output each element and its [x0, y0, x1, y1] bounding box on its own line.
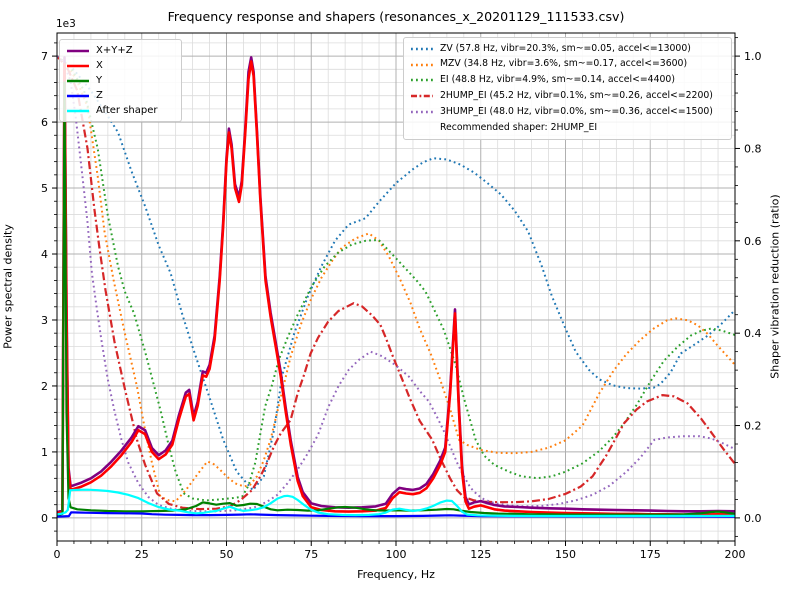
tick-label: 3 [41, 314, 48, 327]
legend-swatch [410, 75, 440, 85]
tick-label: 7 [41, 50, 48, 63]
series-after-shaper [57, 488, 735, 518]
legend-swatch [66, 46, 96, 56]
legend-item: After shaper [66, 103, 174, 118]
tick-label: 5 [41, 182, 48, 195]
legend-swatch-solid-line-icon [67, 109, 89, 112]
legend-swatch-dotted-line-icon [411, 79, 433, 82]
legend-footer-label: Recommended shaper: 2HUMP_EI [440, 121, 598, 133]
legend-swatch-solid-line-icon [67, 64, 89, 67]
legend-item-label: After shaper [96, 104, 158, 116]
legend-item: Y [66, 73, 174, 88]
tick-label: 75 [304, 548, 318, 561]
tick-label: 6 [41, 116, 48, 129]
legend-item-label: X [96, 59, 103, 71]
legend-swatch-solid-line-icon [67, 49, 89, 52]
legend-item: ZV (57.8 Hz, vibr=20.3%, sm~=0.05, accel… [410, 41, 724, 57]
legend-swatch-solid-line-icon [67, 79, 89, 82]
tick-label: 125 [470, 548, 491, 561]
legend-item: 3HUMP_EI (48.0 Hz, vibr=0.0%, sm~=0.36, … [410, 104, 724, 120]
tick-label: 100 [386, 548, 407, 561]
legend-swatch [66, 76, 96, 86]
legend-item: 2HUMP_EI (45.2 Hz, vibr=0.1%, sm~=0.26, … [410, 88, 724, 104]
legend-item: X [66, 58, 174, 73]
series-mzv [57, 55, 735, 503]
legend-swatch [410, 91, 440, 101]
series-2hump-ei [57, 55, 735, 511]
legend-source-traces: X+Y+Z X Y Z After shaper [59, 39, 182, 122]
legend-item-label: 3HUMP_EI (48.0 Hz, vibr=0.0%, sm~=0.36, … [440, 105, 713, 117]
tick-label: 1 [41, 446, 48, 459]
legend-item-label: EI (48.8 Hz, vibr=4.9%, sm~=0.14, accel<… [440, 74, 675, 86]
legend-item-label: X+Y+Z [96, 44, 133, 56]
legend-swatch [410, 60, 440, 70]
series-zv [57, 55, 735, 492]
axis-ticks [52, 37, 740, 546]
legend-swatch [66, 61, 96, 71]
tick-label: 0 [41, 512, 48, 525]
legend-swatch [410, 44, 440, 54]
legend-footer: Recommended shaper: 2HUMP_EI [410, 120, 724, 136]
x-axis-label: Frequency, Hz [357, 568, 435, 581]
legend-swatch-dotted-line-icon [411, 47, 433, 51]
y-axis-label-left: Power spectral density [1, 224, 15, 349]
legend-shapers: ZV (57.8 Hz, vibr=20.3%, sm~=0.05, accel… [403, 37, 732, 140]
legend-item: EI (48.8 Hz, vibr=4.9%, sm~=0.14, accel<… [410, 73, 724, 89]
legend-swatch-dotted-line-icon [411, 110, 433, 114]
y-axis-label-right: Shaper vibration reduction (ratio) [768, 194, 782, 379]
legend-item: X+Y+Z [66, 43, 174, 58]
series-y [57, 81, 735, 517]
legend-item: MZV (34.8 Hz, vibr=3.6%, sm~=0.17, accel… [410, 57, 724, 73]
tick-label: 1.0 [744, 50, 762, 63]
legend-item-label: ZV (57.8 Hz, vibr=20.3%, sm~=0.05, accel… [440, 42, 691, 54]
tick-label: 0.2 [744, 420, 762, 433]
legend-item-label: MZV (34.8 Hz, vibr=3.6%, sm~=0.17, accel… [440, 58, 688, 70]
tick-label: 25 [135, 548, 149, 561]
series-x [57, 60, 735, 516]
tick-label: 4 [41, 248, 48, 261]
legend-item-label: Y [96, 74, 103, 86]
tick-label: 2 [41, 380, 48, 393]
tick-label: 175 [640, 548, 661, 561]
legend-swatch [410, 107, 440, 117]
legend-swatch [66, 106, 96, 116]
legend-item-label: Z [96, 89, 103, 101]
tick-label: 0.4 [744, 327, 762, 340]
tick-label: 0.0 [744, 512, 762, 525]
tick-label: 50 [220, 548, 234, 561]
legend-item-label: 2HUMP_EI (45.2 Hz, vibr=0.1%, sm~=0.26, … [440, 89, 713, 101]
series-lines [57, 55, 735, 518]
legend-swatch-dotted-line-icon [411, 63, 433, 66]
legend-swatch-dashdot-line-icon [411, 95, 433, 98]
tick-label: 150 [555, 548, 576, 561]
tick-labels: 0 25 50 75 100 125 150 175 200 0 1 2 3 4 5 6 7 0.0 0.2 0.4 0… [41, 50, 762, 561]
y-axis-multiplier-label: 1e3 [56, 18, 76, 30]
chart-title: Frequency response and shapers (resonanc… [167, 9, 625, 24]
tick-label: 200 [725, 548, 746, 561]
tick-label: 0.6 [744, 235, 762, 248]
legend-item: Z [66, 88, 174, 103]
legend-swatch-solid-line-icon [67, 94, 89, 97]
legend-swatch [66, 91, 96, 101]
tick-label: 0.8 [744, 142, 762, 155]
tick-label: 0 [54, 548, 61, 561]
